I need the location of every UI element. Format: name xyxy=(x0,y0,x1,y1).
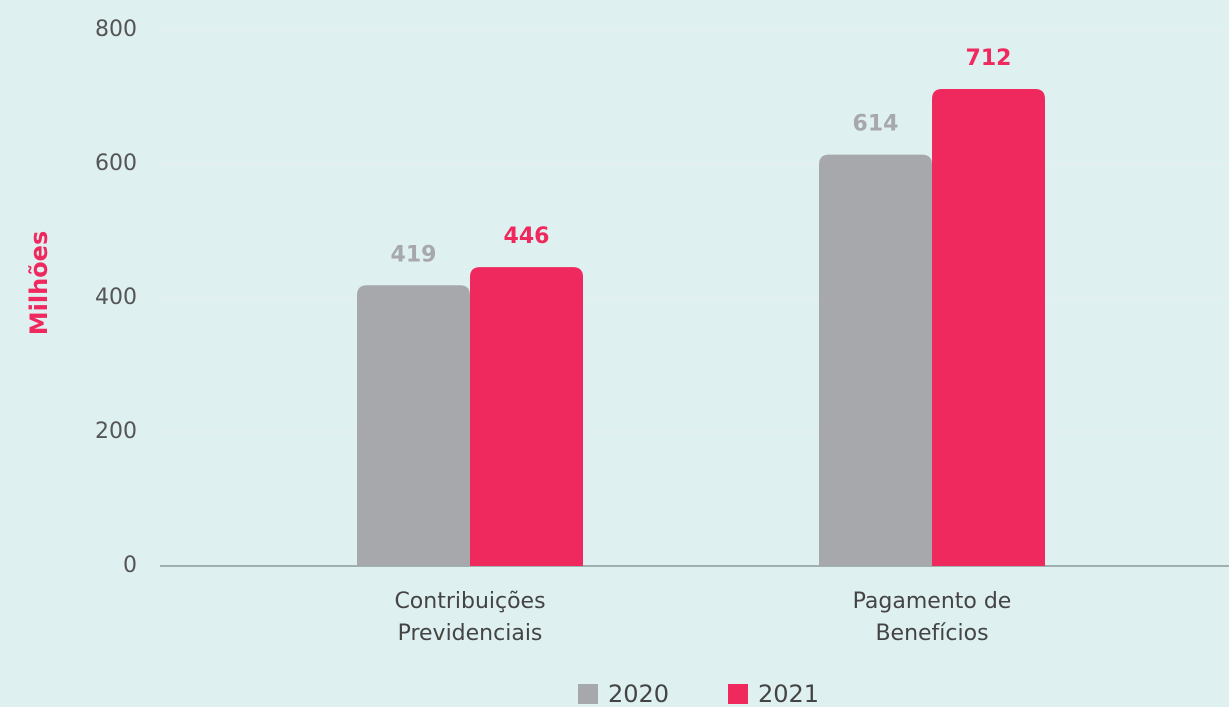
bar xyxy=(932,88,1045,567)
legend-label: 2020 xyxy=(608,680,669,707)
x-tick-label: Pagamento de Benefícios xyxy=(853,589,1012,646)
value-label: 446 xyxy=(504,224,550,249)
bar xyxy=(470,267,583,566)
y-tick-label: 0 xyxy=(123,553,137,578)
value-label: 712 xyxy=(966,46,1012,71)
y-tick-label: 800 xyxy=(95,17,137,42)
bar xyxy=(819,154,932,566)
y-axis-label: Milhões xyxy=(25,231,53,335)
value-label: 419 xyxy=(391,242,437,267)
legend-swatch xyxy=(578,684,598,704)
y-tick-label: 200 xyxy=(95,419,137,444)
legend-label: 2021 xyxy=(758,680,819,707)
value-label: 614 xyxy=(853,112,899,137)
y-tick-label: 400 xyxy=(95,285,137,310)
bar xyxy=(357,285,470,566)
y-tick-label: 600 xyxy=(95,151,137,176)
legend-swatch xyxy=(728,684,748,704)
x-tick-label: Contribuições Previdenciais xyxy=(394,589,545,646)
